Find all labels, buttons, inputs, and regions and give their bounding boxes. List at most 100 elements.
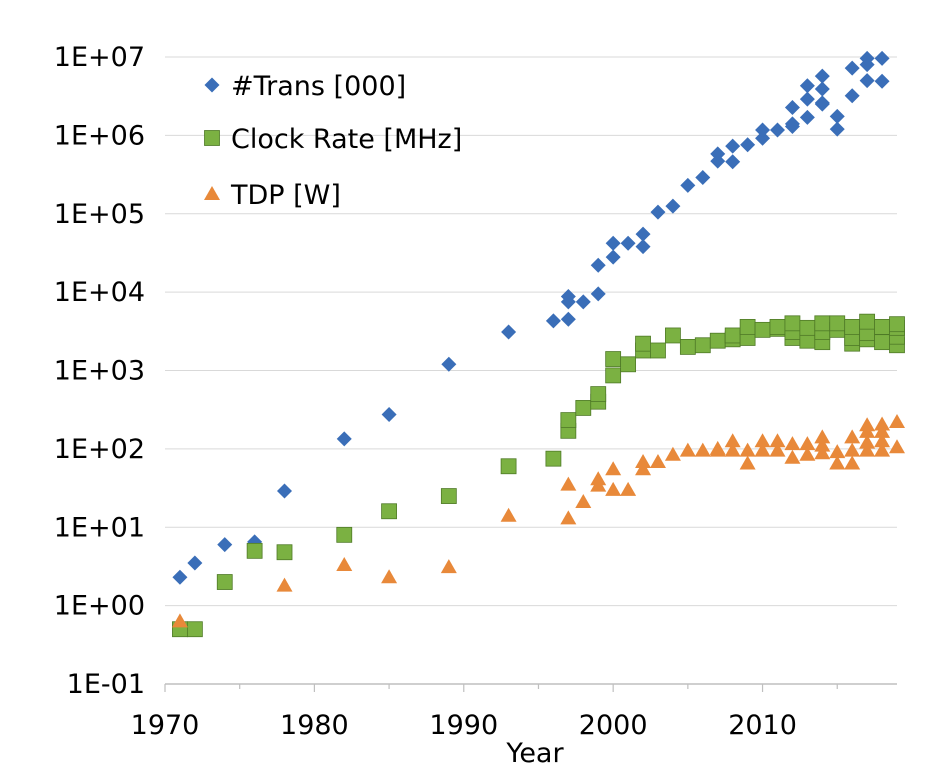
diamond-point	[799, 109, 815, 125]
diamond-point	[590, 286, 606, 302]
diamond-point	[680, 177, 696, 193]
diamond-point	[605, 235, 621, 251]
square-point	[799, 319, 816, 336]
y-tick-label: 1E+01	[54, 512, 145, 543]
data-points	[171, 50, 905, 638]
triangle-point	[874, 442, 891, 457]
diamond-point	[217, 537, 233, 553]
diamond-point	[501, 324, 517, 340]
grid-lines	[165, 56, 897, 685]
triangle-point	[724, 433, 741, 448]
triangle-point	[560, 476, 577, 491]
triangle-point	[844, 429, 861, 444]
triangle-point	[754, 442, 771, 457]
square-point	[679, 339, 696, 355]
square-point	[560, 412, 577, 428]
diamond-point	[650, 204, 666, 220]
diamond-point	[829, 108, 845, 124]
x-tick-label: 2010	[728, 710, 797, 741]
triangle-point	[635, 461, 652, 476]
y-tick-label: 1E+03	[54, 356, 145, 387]
diamond-point	[441, 356, 457, 372]
square-point	[545, 450, 562, 467]
diamond-point	[277, 483, 293, 499]
square-point	[605, 351, 622, 367]
square-point	[336, 526, 353, 543]
legend-label: TDP [W]	[230, 180, 341, 211]
triangle-point	[799, 436, 816, 451]
triangle-point	[590, 471, 607, 486]
square-point	[590, 386, 607, 402]
legend-marker-triangle	[204, 186, 220, 200]
triangle-point	[769, 433, 786, 448]
diamond-point	[755, 130, 771, 146]
series-2	[171, 414, 905, 628]
triangle-point	[874, 433, 891, 448]
triangle-point	[500, 507, 517, 522]
diamond-point	[740, 137, 756, 153]
diamond-point	[590, 257, 606, 273]
diamond-point	[172, 569, 188, 585]
diamond-point	[605, 249, 621, 265]
triangle-point	[784, 436, 801, 451]
triangle-point	[859, 434, 876, 449]
triangle-point	[679, 442, 696, 457]
triangle-point	[664, 446, 681, 461]
triangle-point	[844, 442, 861, 457]
diamond-point	[695, 170, 711, 186]
square-point	[276, 544, 293, 561]
triangle-point	[889, 414, 905, 429]
x-tick-label: 2000	[579, 710, 648, 741]
y-tick-label: 1E+02	[54, 434, 145, 465]
triangle-point	[814, 429, 831, 444]
triangle-point	[276, 577, 293, 592]
square-point	[844, 318, 861, 335]
square-point	[709, 332, 726, 349]
diamond-point	[874, 50, 890, 66]
triangle-point	[605, 481, 622, 496]
diamond-point	[545, 313, 561, 329]
diamond-point	[381, 406, 397, 422]
square-point	[874, 318, 890, 335]
x-tick-label: 1970	[131, 710, 200, 741]
triangle-point	[605, 461, 622, 476]
square-point	[500, 458, 517, 475]
square-point	[635, 335, 651, 352]
square-point	[440, 488, 457, 504]
diamond-point	[725, 138, 741, 154]
diamond-point	[187, 555, 203, 571]
square-point	[186, 621, 203, 638]
triangle-point	[829, 455, 846, 470]
diamond-point	[814, 81, 830, 97]
square-point	[216, 574, 233, 590]
diamond-point	[769, 122, 785, 138]
square-point	[829, 315, 846, 332]
triangle-point	[874, 423, 891, 438]
square-point	[246, 542, 263, 559]
diamond-point	[560, 311, 576, 327]
y-tick-label: 1E-01	[67, 669, 145, 700]
square-point	[874, 334, 890, 351]
square-point	[754, 321, 771, 338]
triangle-point	[694, 442, 711, 457]
diamond-point	[829, 121, 845, 137]
square-point	[575, 400, 592, 416]
diamond-point	[784, 116, 800, 132]
diamond-point	[814, 68, 830, 84]
diamond-point	[799, 91, 815, 107]
diamond-point	[755, 122, 771, 138]
triangle-point	[769, 442, 786, 457]
triangle-point	[620, 481, 637, 496]
diamond-point	[859, 50, 875, 66]
triangle-point	[814, 445, 831, 460]
diamond-point	[575, 294, 591, 310]
x-tick-label: 1990	[429, 710, 498, 741]
y-tick-label: 1E+07	[54, 42, 145, 73]
diamond-point	[725, 154, 741, 170]
x-axis-label: Year	[505, 738, 564, 769]
square-point	[859, 313, 876, 330]
triangle-point	[649, 454, 666, 469]
triangle-point	[440, 559, 457, 574]
square-point	[769, 318, 786, 335]
square-point	[814, 315, 831, 332]
